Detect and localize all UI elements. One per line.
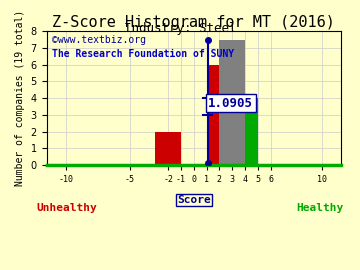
Text: Unhealthy: Unhealthy [37,203,98,213]
Text: 1.0905: 1.0905 [208,97,253,110]
Bar [207,65,219,165]
Title: Z-Score Histogram for MT (2016): Z-Score Histogram for MT (2016) [52,15,335,30]
Text: The Research Foundation of SUNY: The Research Foundation of SUNY [53,49,235,59]
Bar [155,132,181,165]
Bar [219,39,245,165]
Text: Score: Score [177,195,211,205]
Y-axis label: Number of companies (19 total): Number of companies (19 total) [15,10,25,186]
Text: Industry: Steel: Industry: Steel [124,22,236,35]
Text: ©www.textbiz.org: ©www.textbiz.org [53,35,147,45]
Bar [245,98,258,165]
Text: Healthy: Healthy [297,203,344,213]
